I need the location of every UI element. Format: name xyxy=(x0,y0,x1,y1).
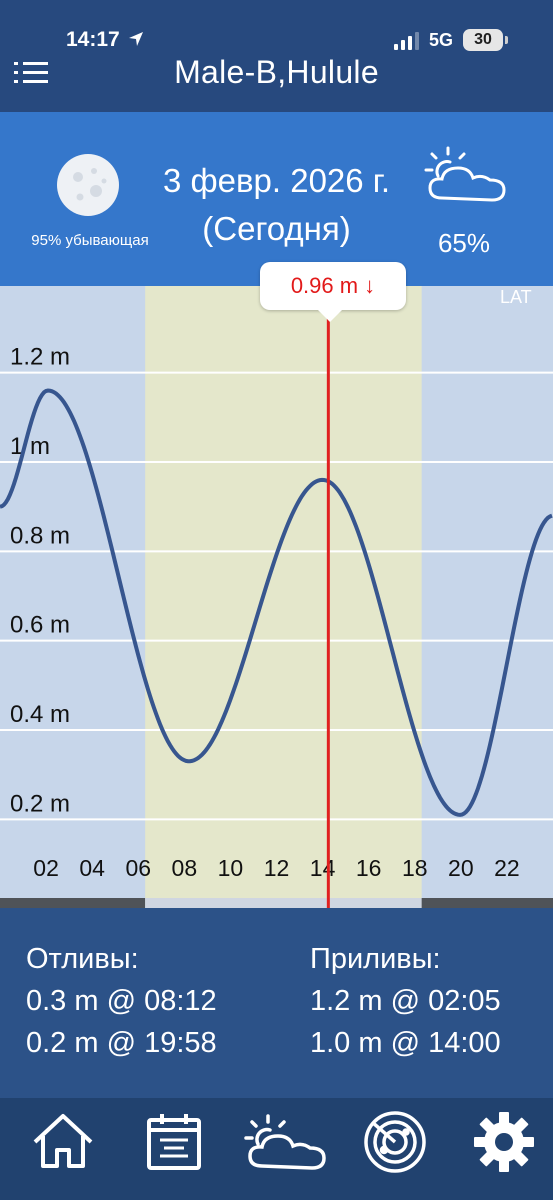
network-type: 5G xyxy=(429,30,454,50)
weather-icon[interactable] xyxy=(240,1110,330,1174)
day-strip xyxy=(145,898,422,908)
x-tick-label: 02 xyxy=(33,855,59,881)
high-tide-entry: 1.0 m @ 14:00 xyxy=(310,1027,501,1059)
x-tick-label: 08 xyxy=(172,855,198,881)
calendar-icon[interactable] xyxy=(144,1110,204,1174)
partly-cloudy-icon xyxy=(424,146,506,202)
low-tide-entry: 0.3 m @ 08:12 xyxy=(26,985,217,1017)
x-tick-label: 20 xyxy=(448,855,474,881)
daylight-band xyxy=(145,286,422,908)
moon-phase-icon xyxy=(57,154,119,216)
tide-curve xyxy=(0,388,553,817)
tide-summary xyxy=(0,908,553,1098)
bottom-navigation xyxy=(0,1098,553,1200)
y-tick-label: 0.2 m xyxy=(10,790,70,817)
x-tick-label: 14 xyxy=(310,855,336,881)
y-tick-label: 0.8 m xyxy=(10,522,70,549)
x-tick-label: 22 xyxy=(494,855,520,881)
x-tick-label: 12 xyxy=(264,855,290,881)
date-title[interactable]: 3 февр. 2026 г. xyxy=(162,162,390,199)
x-tick-label: 16 xyxy=(356,855,382,881)
settings-icon[interactable] xyxy=(472,1110,536,1174)
high-tides-column: Приливы: 1.2 m @ 02:05 1.0 m @ 14:00 xyxy=(310,938,501,1064)
tide-chart[interactable]: 0.2 m 0.4 m 0.6 m 0.8 m 1 m 1.2 m 02 04 06 08 10 12… xyxy=(0,286,553,908)
x-tick-label: 04 xyxy=(79,855,105,881)
night-strip xyxy=(0,898,146,908)
night-strip xyxy=(421,898,553,908)
low-tide-entry: 0.2 m @ 19:58 xyxy=(26,1027,217,1059)
x-tick-label: 18 xyxy=(402,855,428,881)
top-bar: 14:17 5G 30 Male-B,Hulule xyxy=(0,0,553,112)
location-arrow-icon xyxy=(129,32,143,46)
battery-indicator: 30 xyxy=(463,29,508,51)
menu-button[interactable] xyxy=(14,58,50,86)
low-tides-column: Отливы: 0.3 m @ 08:12 0.2 m @ 19:58 xyxy=(26,938,217,1064)
y-tick-label: 0.6 m xyxy=(10,612,70,639)
current-tide-tooltip: 0.96 m ↓ xyxy=(260,262,406,322)
cloud-cover: 65% xyxy=(437,228,491,258)
date-relative: (Сегодня) xyxy=(202,210,351,247)
y-tick-label: 1.2 m xyxy=(10,344,70,371)
y-tick-label: 1 m xyxy=(10,433,50,460)
radar-icon[interactable] xyxy=(362,1110,428,1174)
x-tick-label: 10 xyxy=(218,855,244,881)
home-icon[interactable] xyxy=(30,1110,96,1174)
location-title[interactable]: Male-B,Hulule xyxy=(174,54,379,90)
high-tides-title: Приливы: xyxy=(310,943,441,975)
status-time: 14:17 xyxy=(66,28,120,51)
datum-label: LAT xyxy=(500,287,532,307)
x-tick-label: 06 xyxy=(125,855,151,881)
y-tick-label: 0.4 m xyxy=(10,701,70,728)
low-tides-title: Отливы: xyxy=(26,943,139,975)
signal-strength-icon xyxy=(394,32,420,50)
high-tide-entry: 1.2 m @ 02:05 xyxy=(310,985,501,1017)
moon-phase-label: 95% убывающая xyxy=(31,232,149,249)
